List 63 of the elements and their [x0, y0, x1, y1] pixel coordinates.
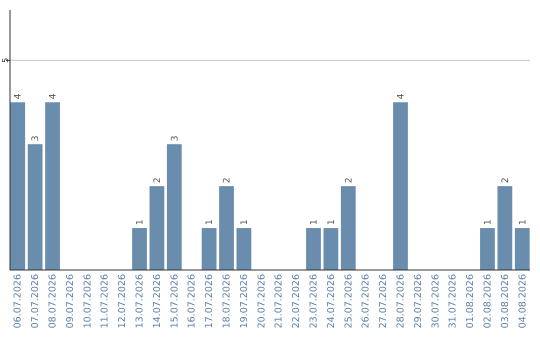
x-tick-label: 11.07.2026 — [100, 274, 111, 328]
bar — [166, 144, 182, 270]
x-tick-label: 24.07.2026 — [326, 274, 337, 328]
data-label: 4 — [48, 93, 59, 100]
data-label: 4 — [14, 93, 24, 100]
data-label: 1 — [240, 219, 250, 226]
bar — [45, 102, 60, 270]
data-label: 1 — [205, 219, 216, 226]
x-tick-label: 16.07.2026 — [186, 274, 198, 328]
x-tick-label: 15.07.2026 — [169, 274, 180, 328]
data-label: 1 — [326, 219, 337, 226]
bar — [393, 102, 408, 270]
x-tick-label: 17.07.2026 — [204, 274, 216, 328]
x-tick-label: 04.08.2026 — [517, 274, 528, 328]
x-tick-label: 29.07.2026 — [412, 274, 424, 328]
x-tick-label: 31.07.2026 — [448, 274, 459, 328]
bar — [202, 228, 217, 270]
bar — [340, 186, 356, 270]
bar — [219, 186, 234, 270]
x-tick-label: 22.07.2026 — [291, 274, 302, 328]
bar — [323, 228, 338, 270]
bar — [306, 228, 321, 270]
bar — [497, 186, 512, 270]
x-tick-label: 01.08.2026 — [465, 274, 476, 328]
data-label: 4 — [396, 93, 406, 100]
data-label: 1 — [309, 219, 320, 226]
data-label: 3 — [31, 135, 42, 142]
bar — [28, 144, 43, 270]
x-tick-label: 30.07.2026 — [430, 274, 442, 328]
data-label: 3 — [170, 135, 180, 142]
x-tick-label: 25.07.2026 — [343, 274, 354, 328]
data-label: 2 — [344, 177, 354, 184]
x-tick-label: 20.07.2026 — [256, 274, 268, 328]
x-tick-label: 09.07.2026 — [64, 274, 76, 328]
bar — [236, 228, 252, 270]
data-label: 1 — [483, 219, 494, 226]
x-tick-label: 14.07.2026 — [152, 274, 163, 328]
x-tick-label: 19.07.2026 — [238, 274, 250, 328]
x-tick-label: 06.07.2026 — [12, 274, 24, 328]
x-tick-label: 28.07.2026 — [395, 274, 406, 328]
x-tick-label: 18.07.2026 — [222, 274, 233, 328]
x-tick-label: 02.08.2026 — [482, 274, 494, 328]
data-label: 1 — [136, 219, 146, 226]
data-label: 2 — [152, 177, 163, 184]
x-tick-label: 10.07.2026 — [82, 274, 94, 328]
x-tick-label: 13.07.2026 — [134, 274, 146, 328]
bar — [150, 186, 164, 270]
x-tick-label: 12.07.2026 — [117, 274, 128, 328]
data-label: 2 — [222, 177, 233, 184]
x-tick-label: 07.07.2026 — [30, 274, 42, 328]
x-tick-label: 03.08.2026 — [500, 274, 511, 328]
bar — [132, 228, 147, 270]
x-tick-label: 23.07.2026 — [308, 274, 320, 328]
data-label: 1 — [518, 219, 528, 226]
bar — [514, 228, 530, 270]
x-tick-label: 27.07.2026 — [378, 274, 390, 328]
x-tick-label: 21.07.2026 — [274, 274, 285, 328]
x-tick-label: 08.07.2026 — [48, 274, 59, 328]
y-tick-label: 5 — [1, 58, 10, 63]
bar — [480, 228, 495, 270]
bar — [10, 102, 26, 270]
x-tick-label: 26.07.2026 — [360, 274, 372, 328]
data-label: 2 — [500, 177, 511, 184]
